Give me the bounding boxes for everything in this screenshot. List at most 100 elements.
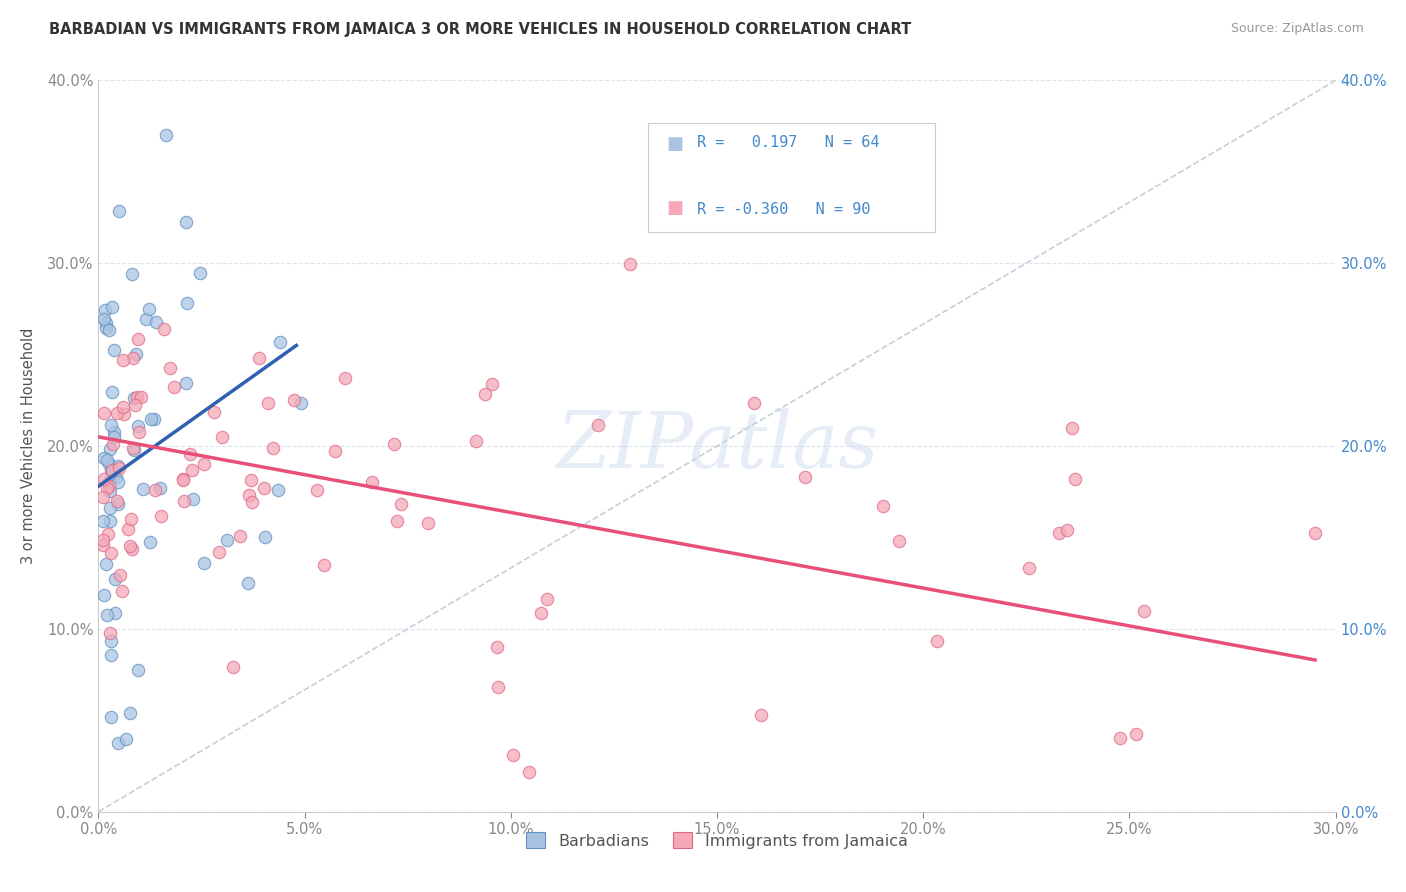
Point — [181, 492, 204, 507]
Point — [517, 765, 540, 780]
Point — [100, 710, 122, 724]
Point — [93, 312, 115, 326]
Point — [180, 463, 202, 477]
Point — [127, 332, 149, 346]
Point — [314, 558, 336, 573]
Point — [121, 267, 143, 281]
Point — [464, 434, 486, 448]
Point — [94, 321, 117, 335]
Point — [91, 538, 114, 552]
Point — [142, 412, 165, 426]
Point — [1132, 604, 1154, 618]
Point — [131, 390, 153, 404]
Point — [127, 419, 149, 434]
Legend: Barbadians, Immigrants from Jamaica: Barbadians, Immigrants from Jamaica — [520, 826, 914, 855]
Point — [179, 447, 201, 461]
Point — [98, 442, 121, 456]
Point — [215, 533, 238, 548]
Point — [323, 444, 346, 458]
Point — [256, 396, 278, 410]
Point — [97, 457, 120, 471]
Point — [93, 588, 115, 602]
Point — [416, 516, 439, 531]
Point — [193, 458, 215, 472]
Point — [131, 482, 153, 496]
Point — [115, 732, 138, 747]
Point — [872, 499, 894, 513]
Point — [283, 392, 305, 407]
Point — [1062, 421, 1084, 435]
Point — [389, 497, 412, 511]
Point — [96, 607, 118, 622]
Point — [93, 472, 115, 486]
Point — [98, 479, 121, 493]
Point — [104, 572, 127, 586]
Point — [93, 450, 115, 465]
Point — [100, 463, 122, 477]
Point — [1047, 525, 1070, 540]
Point — [108, 567, 131, 582]
Point — [121, 542, 143, 557]
Point — [91, 514, 114, 528]
Point — [110, 584, 132, 599]
Point — [138, 534, 160, 549]
Point — [97, 527, 120, 541]
Point — [101, 436, 124, 450]
Point — [107, 735, 129, 749]
Point — [247, 351, 270, 365]
Point — [262, 441, 284, 455]
Point — [96, 481, 118, 495]
Point — [124, 442, 146, 457]
Point — [360, 475, 382, 489]
Point — [105, 494, 128, 508]
Point — [889, 534, 911, 549]
Point — [176, 215, 198, 229]
Point — [93, 406, 115, 420]
Point — [173, 494, 195, 508]
Y-axis label: 3 or more Vehicles in Household: 3 or more Vehicles in Household — [21, 328, 35, 564]
Point — [149, 481, 172, 495]
Point — [387, 514, 409, 528]
Point — [619, 257, 641, 271]
Point — [100, 417, 122, 432]
Point — [107, 497, 129, 511]
Point — [122, 442, 145, 456]
Text: BARBADIAN VS IMMIGRANTS FROM JAMAICA 3 OR MORE VEHICLES IN HOUSEHOLD CORRELATION: BARBADIAN VS IMMIGRANTS FROM JAMAICA 3 O… — [49, 22, 911, 37]
Point — [481, 376, 503, 391]
Point — [749, 707, 772, 722]
Point — [112, 407, 135, 421]
Point — [127, 664, 149, 678]
Point — [193, 556, 215, 570]
Point — [128, 425, 150, 439]
Point — [927, 634, 949, 648]
Point — [104, 469, 127, 483]
Point — [588, 417, 610, 432]
Text: ■: ■ — [666, 135, 683, 153]
Point — [100, 514, 122, 528]
Point — [100, 546, 122, 560]
Point — [229, 528, 252, 542]
Point — [267, 483, 290, 497]
Point — [163, 380, 186, 394]
Point — [1056, 523, 1078, 537]
Point — [253, 481, 276, 495]
Point — [1125, 727, 1147, 741]
Point — [100, 648, 122, 662]
Point — [240, 473, 263, 487]
Point — [120, 512, 142, 526]
Point — [125, 347, 148, 361]
Point — [103, 430, 125, 444]
Point — [91, 490, 114, 504]
Point — [111, 353, 134, 368]
Point — [122, 351, 145, 365]
Point — [536, 591, 558, 606]
Point — [100, 464, 122, 478]
Point — [124, 398, 146, 412]
Point — [145, 315, 167, 329]
Text: ■: ■ — [666, 199, 683, 217]
Point — [98, 501, 121, 516]
Point — [138, 301, 160, 316]
Point — [172, 472, 194, 486]
Point — [1303, 526, 1326, 541]
Point — [96, 557, 118, 571]
